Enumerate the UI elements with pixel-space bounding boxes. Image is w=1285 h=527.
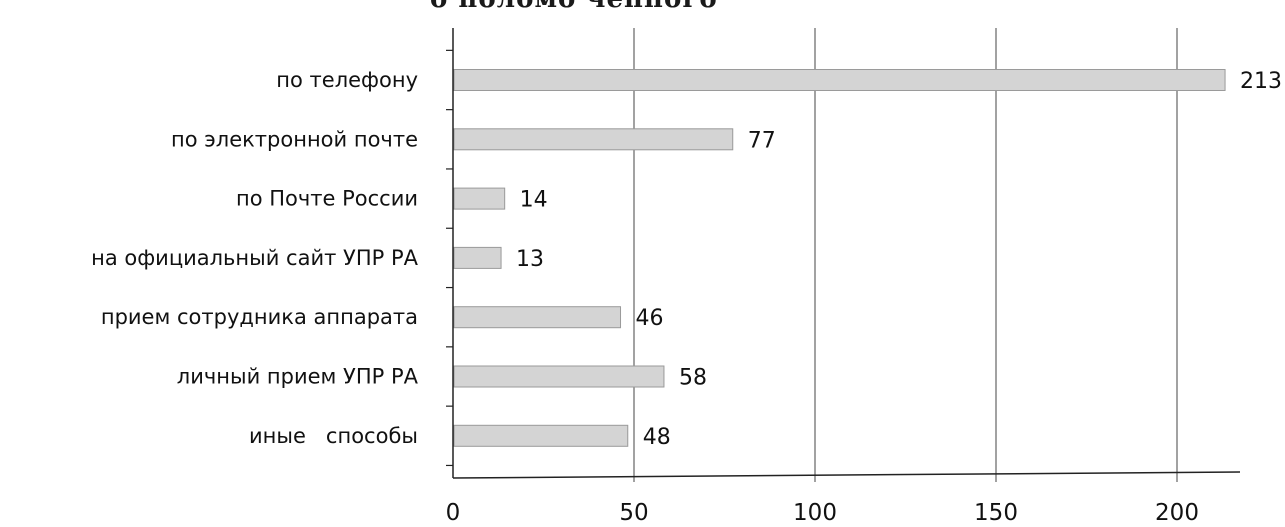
value-label: 13 bbox=[516, 247, 544, 272]
x-tick-label: 100 bbox=[793, 500, 837, 526]
value-label: 46 bbox=[636, 306, 664, 331]
value-label: 77 bbox=[748, 128, 776, 153]
value-label: 48 bbox=[643, 425, 671, 450]
bar bbox=[453, 365, 665, 388]
x-tick-label: 50 bbox=[619, 500, 648, 526]
category-label: по электронной почте bbox=[171, 127, 418, 151]
chart-title-fragment: о поломо чеппого bbox=[430, 0, 718, 14]
bar bbox=[453, 128, 734, 151]
grid-lines bbox=[633, 28, 1178, 482]
category-label: прием сотрудника аппарата bbox=[101, 305, 418, 329]
category-label: личный прием УПР РА bbox=[177, 365, 419, 389]
bar bbox=[453, 246, 502, 269]
x-axis-line bbox=[452, 471, 1241, 479]
x-tick-label: 200 bbox=[1155, 500, 1199, 526]
axes bbox=[446, 28, 1241, 479]
bars bbox=[453, 69, 1226, 447]
value-label: 14 bbox=[520, 188, 548, 213]
bar bbox=[453, 69, 1226, 91]
bar bbox=[453, 187, 506, 210]
value-label: 58 bbox=[679, 366, 707, 391]
x-tick-label: 0 bbox=[446, 500, 461, 526]
category-label: по Почте России bbox=[236, 187, 418, 211]
value-label: 213 bbox=[1240, 69, 1282, 94]
bar bbox=[453, 424, 629, 447]
labels: 0 50 100 150 200 по телефону 213 по электронной… bbox=[91, 68, 1282, 526]
category-label: иные способы bbox=[249, 424, 418, 448]
x-tick-label: 150 bbox=[974, 500, 1018, 526]
category-label: на официальный сайт УПР РА bbox=[91, 246, 419, 270]
category-label: по телефону bbox=[276, 68, 418, 92]
bar bbox=[453, 306, 622, 329]
